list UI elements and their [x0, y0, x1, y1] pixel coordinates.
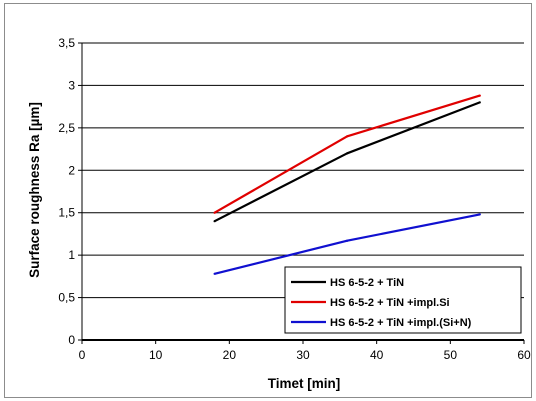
x-tick-label: 40 — [370, 348, 384, 362]
data-point — [346, 152, 349, 155]
series-line-3 — [214, 213, 481, 275]
y-tick-label: 0 — [68, 333, 75, 347]
x-axis-title: Timet [min] — [268, 376, 341, 391]
grid-lines — [82, 42, 524, 299]
y-tick-label: 1 — [68, 248, 75, 262]
y-tick-label: 0,5 — [58, 291, 75, 305]
data-point — [213, 220, 216, 223]
x-tick-labels: 0 10 20 30 40 50 60 — [79, 348, 531, 362]
x-tick-label: 60 — [517, 348, 531, 362]
x-tick-label: 10 — [149, 348, 163, 362]
series-line-1 — [214, 101, 481, 223]
legend: HS 6-5-2 + TiN HS 6-5-2 + TiN +impl.Si HS … — [284, 266, 522, 334]
y-axis-title: Surface roughness Ra [µm] — [27, 102, 42, 278]
legend-label-1: HS 6-5-2 + TiN — [330, 277, 404, 289]
x-tick-label: 20 — [223, 348, 237, 362]
y-tick-label: 3 — [68, 78, 75, 92]
legend-label-2: HS 6-5-2 + TiN +impl.Si — [330, 297, 450, 309]
data-point — [346, 135, 349, 138]
y-tick-label: 1,5 — [58, 206, 75, 220]
x-tick-label: 30 — [296, 348, 310, 362]
series-lines — [213, 94, 481, 275]
data-point — [478, 213, 481, 216]
data-point — [213, 272, 216, 275]
axes — [78, 42, 525, 344]
data-point — [478, 101, 481, 104]
y-tick-label: 2 — [68, 163, 75, 177]
data-point — [346, 239, 349, 242]
y-tick-label: 3,5 — [58, 36, 75, 50]
legend-label-3: HS 6-5-2 + TiN +impl.(Si+N) — [330, 317, 472, 329]
data-point — [478, 94, 481, 97]
y-tick-labels: 0 0,5 1 1,5 2 2,5 3 3,5 — [58, 36, 75, 347]
x-tick-label: 50 — [444, 348, 458, 362]
x-tick-label: 0 — [79, 348, 86, 362]
data-point — [213, 211, 216, 214]
y-tick-label: 2,5 — [58, 121, 75, 135]
